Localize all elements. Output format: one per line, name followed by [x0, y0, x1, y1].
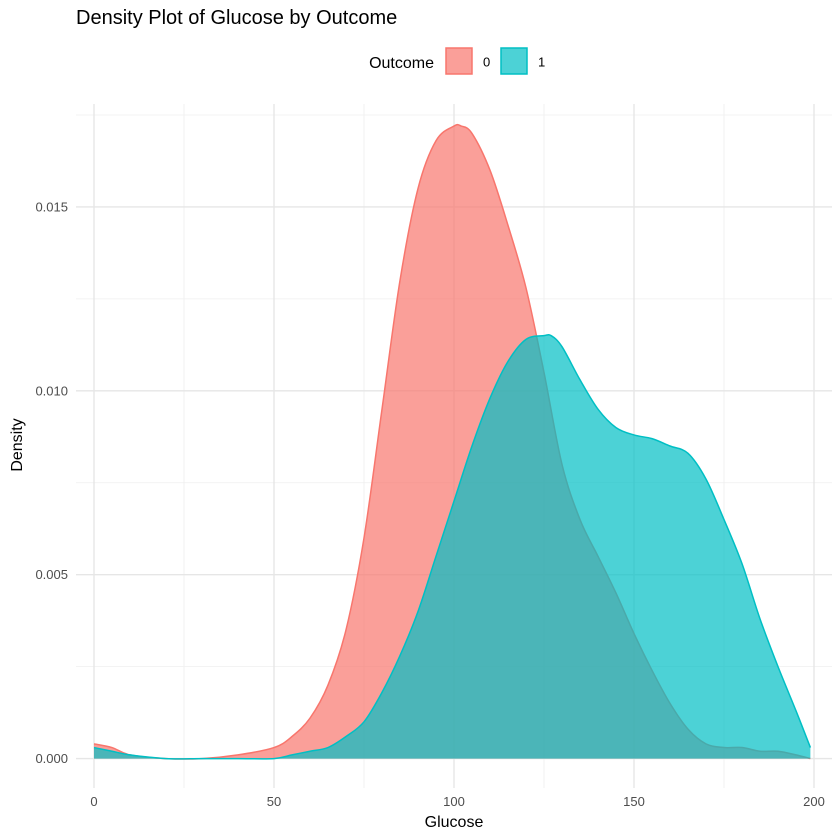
x-tick-label: 50 [267, 794, 281, 809]
legend-label-0: 0 [483, 55, 490, 70]
legend-title: Outcome [369, 55, 434, 72]
tick-labels: 0 50 100 150 200 0.000 0.005 0.010 0.015 [35, 199, 824, 809]
density-line-outcome-1 [93, 333, 812, 760]
y-axis-title: Density [9, 418, 26, 471]
x-axis-title: Glucose [425, 814, 484, 831]
legend-swatch-1 [500, 47, 528, 75]
y-tick-label: 0.010 [35, 383, 68, 398]
x-tick-label: 100 [443, 794, 465, 809]
chart-title: Density Plot of Glucose by Outcome [76, 7, 397, 29]
y-tick-label: 0.015 [35, 199, 68, 214]
density-areas [93, 123, 812, 760]
y-tick-label: 0.000 [35, 751, 68, 766]
density-area-outcome-0 [94, 124, 811, 760]
legend-swatch-0 [445, 47, 473, 75]
legend-label-1: 1 [538, 55, 545, 70]
x-tick-label: 0 [90, 794, 97, 809]
x-tick-label: 200 [803, 794, 825, 809]
x-tick-label: 150 [623, 794, 645, 809]
y-tick-label: 0.005 [35, 567, 68, 582]
density-area-outcome-1 [94, 334, 811, 759]
